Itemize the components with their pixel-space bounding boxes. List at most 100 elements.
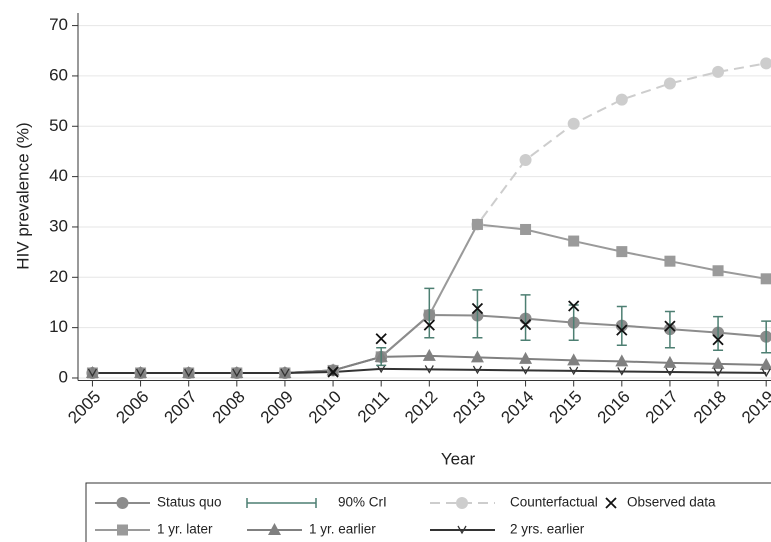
- y-tick-label: 0: [59, 367, 68, 386]
- marker: [472, 365, 483, 375]
- marker: [665, 367, 675, 377]
- legend-box: [85, 482, 771, 542]
- marker: [470, 350, 484, 363]
- marker: [135, 368, 146, 378]
- marker: [520, 366, 531, 375]
- x-tick-label: 2006: [112, 387, 152, 427]
- marker: [519, 351, 533, 364]
- y-tick-label: 60: [49, 65, 68, 84]
- marker: [268, 523, 281, 535]
- legend-label: Counterfactual: [510, 495, 598, 510]
- marker: [712, 65, 725, 78]
- marker: [615, 93, 628, 106]
- legend-label: 1 yr. later: [157, 522, 213, 537]
- marker: [424, 365, 434, 374]
- marker: [422, 348, 436, 361]
- marker: [664, 320, 676, 332]
- error-bar: [472, 289, 483, 339]
- marker: [617, 367, 627, 376]
- marker: [519, 318, 532, 331]
- y-tick-label: 40: [49, 166, 68, 185]
- x-tick-label: 2019: [738, 387, 771, 427]
- marker: [457, 525, 467, 535]
- marker: [116, 497, 129, 509]
- y-tick-label: 20: [49, 267, 68, 286]
- marker: [327, 366, 339, 378]
- marker: [232, 368, 242, 378]
- marker: [375, 333, 387, 345]
- marker: [376, 364, 386, 374]
- marker: [568, 235, 580, 247]
- error-bar: [376, 347, 387, 367]
- x-tick-label: 2005: [64, 387, 104, 427]
- marker: [712, 265, 724, 277]
- y-tick-label: 10: [49, 317, 68, 336]
- marker: [184, 368, 194, 378]
- marker: [326, 363, 340, 376]
- marker: [567, 117, 580, 130]
- marker: [278, 365, 292, 378]
- x-tick-label: 2008: [209, 387, 249, 427]
- legend-label: Status quo: [157, 495, 222, 510]
- marker: [615, 354, 629, 367]
- error-bar: [520, 294, 531, 341]
- marker: [713, 368, 723, 377]
- legend-label: 2 yrs. earlier: [510, 522, 585, 537]
- marker: [568, 300, 580, 312]
- marker: [759, 357, 771, 370]
- x-tick-label: 2011: [354, 387, 393, 426]
- marker: [471, 302, 484, 315]
- marker: [230, 365, 244, 378]
- x-tick-label: 2013: [449, 387, 489, 427]
- y-tick-label: 70: [49, 15, 68, 34]
- error-bar: [424, 287, 435, 339]
- marker: [663, 77, 676, 90]
- marker: [761, 368, 771, 378]
- legend-errorbar: [246, 498, 317, 508]
- marker: [616, 246, 628, 258]
- marker: [117, 524, 128, 536]
- marker: [664, 255, 676, 267]
- y-tick-label: 30: [49, 216, 68, 235]
- marker: [85, 365, 99, 378]
- x-axis-label: Year: [441, 449, 476, 468]
- legend-label: Observed data: [627, 495, 716, 510]
- y-tick-label: 50: [49, 116, 68, 135]
- error-bar: [761, 320, 771, 354]
- marker: [280, 368, 290, 378]
- marker: [471, 218, 483, 230]
- x-tick-label: 2010: [305, 387, 345, 427]
- marker: [520, 223, 532, 235]
- marker: [616, 324, 628, 336]
- x-tick-label: 2014: [497, 387, 537, 427]
- legend-label: 90% CrI: [338, 495, 387, 510]
- x-tick-label: 2015: [546, 387, 586, 427]
- error-bar: [616, 305, 627, 347]
- marker: [134, 365, 148, 378]
- marker: [711, 356, 725, 369]
- marker: [423, 319, 435, 331]
- marker: [712, 334, 724, 346]
- legend-label: 1 yr. earlier: [309, 522, 376, 537]
- x-tick-label: 2016: [594, 387, 634, 427]
- marker: [760, 57, 771, 70]
- error-bar: [664, 310, 675, 349]
- marker: [760, 273, 771, 285]
- marker: [605, 497, 617, 509]
- error-bar: [713, 315, 724, 352]
- marker: [87, 368, 98, 378]
- marker: [182, 365, 196, 378]
- x-tick-label: 2009: [257, 387, 297, 427]
- marker: [569, 366, 579, 376]
- x-tick-label: 2017: [642, 387, 682, 427]
- marker: [663, 355, 677, 368]
- marker: [567, 353, 581, 366]
- x-tick-label: 2012: [401, 387, 441, 427]
- marker: [456, 497, 468, 509]
- y-axis-label: HIV prevalence (%): [13, 122, 32, 269]
- x-tick-label: 2018: [690, 387, 730, 427]
- x-tick-label: 2007: [161, 387, 201, 427]
- series-line: [92, 367, 767, 374]
- marker: [519, 154, 532, 166]
